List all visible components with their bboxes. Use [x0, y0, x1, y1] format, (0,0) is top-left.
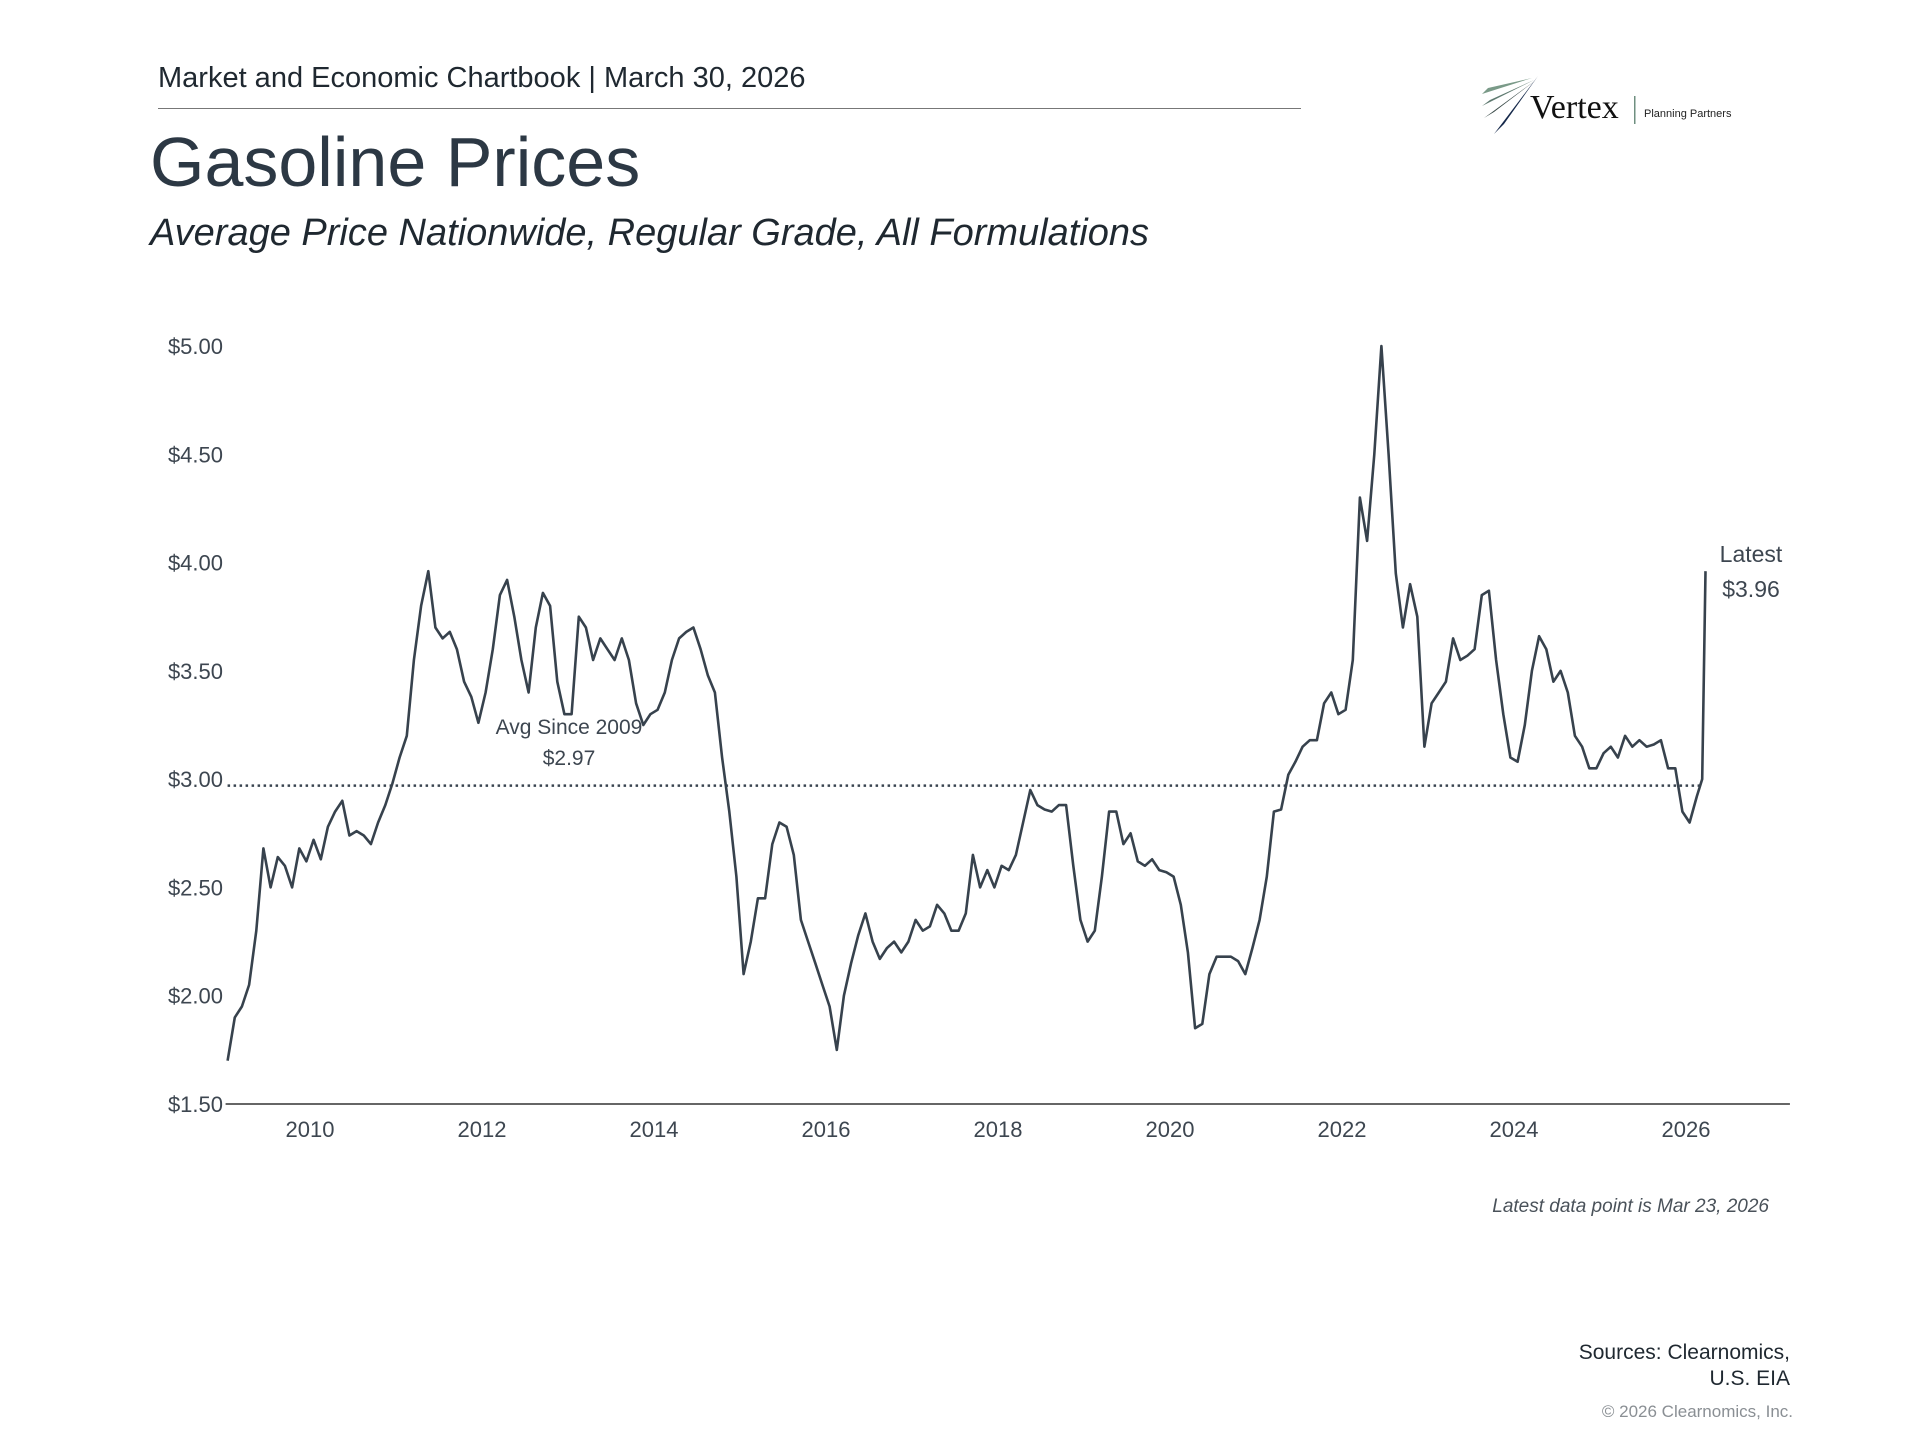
x-tick-label: 2026: [1662, 1117, 1711, 1142]
latest-data-note: Latest data point is Mar 23, 2026: [1492, 1196, 1769, 1217]
latest-label: Latest: [1720, 541, 1783, 567]
page-subtitle: Average Price Nationwide, Regular Grade,…: [150, 212, 1150, 254]
latest-value-label: $3.96: [1722, 576, 1780, 602]
sources: Sources: Clearnomics, U.S. EIA: [1579, 1340, 1790, 1392]
x-tick-label: 2012: [458, 1117, 507, 1142]
x-tick-label: 2024: [1490, 1117, 1539, 1142]
logo-tagline: Planning Partners: [1644, 108, 1732, 120]
x-tick-label: 2022: [1318, 1117, 1367, 1142]
y-tick-label: $4.00: [168, 551, 223, 576]
header-divider: [158, 108, 1301, 109]
logo-stripe-icon: [1494, 76, 1538, 134]
x-tick-label: 2010: [286, 1117, 335, 1142]
y-tick-label: $4.50: [168, 442, 223, 467]
logo-stripe-icon: [1482, 78, 1532, 94]
logo-stripe-icon: [1484, 80, 1536, 118]
page-title: Gasoline Prices: [150, 123, 641, 201]
x-tick-label: 2020: [1146, 1117, 1195, 1142]
y-tick-label: $1.50: [168, 1092, 223, 1117]
average-value-label: $2.97: [543, 747, 596, 770]
x-tick-label: 2016: [802, 1117, 851, 1142]
x-tick-label: 2018: [974, 1117, 1023, 1142]
y-tick-label: $2.00: [168, 984, 223, 1009]
chartbook-header: Market and Economic Chartbook | March 30…: [158, 62, 806, 94]
y-tick-label: $5.00: [168, 334, 223, 359]
x-tick-label: 2014: [630, 1117, 679, 1142]
y-tick-label: $3.00: [168, 767, 223, 792]
logo-stripe-icon: [1482, 80, 1534, 106]
copyright: © 2026 Clearnomics, Inc.: [1601, 1402, 1793, 1421]
y-tick-label: $2.50: [168, 875, 223, 900]
sources-line: U.S. EIA: [1709, 1367, 1790, 1390]
average-label: Avg Since 2009: [496, 716, 643, 739]
vertex-logo: Vertex Planning Partners: [1482, 76, 1732, 134]
logo-wordmark: Vertex: [1530, 89, 1619, 126]
y-tick-label: $3.50: [168, 659, 223, 684]
logo-divider: [1634, 96, 1636, 124]
price-series-line: [226, 344, 1707, 1061]
sources-line: Sources: Clearnomics,: [1578, 1341, 1790, 1364]
